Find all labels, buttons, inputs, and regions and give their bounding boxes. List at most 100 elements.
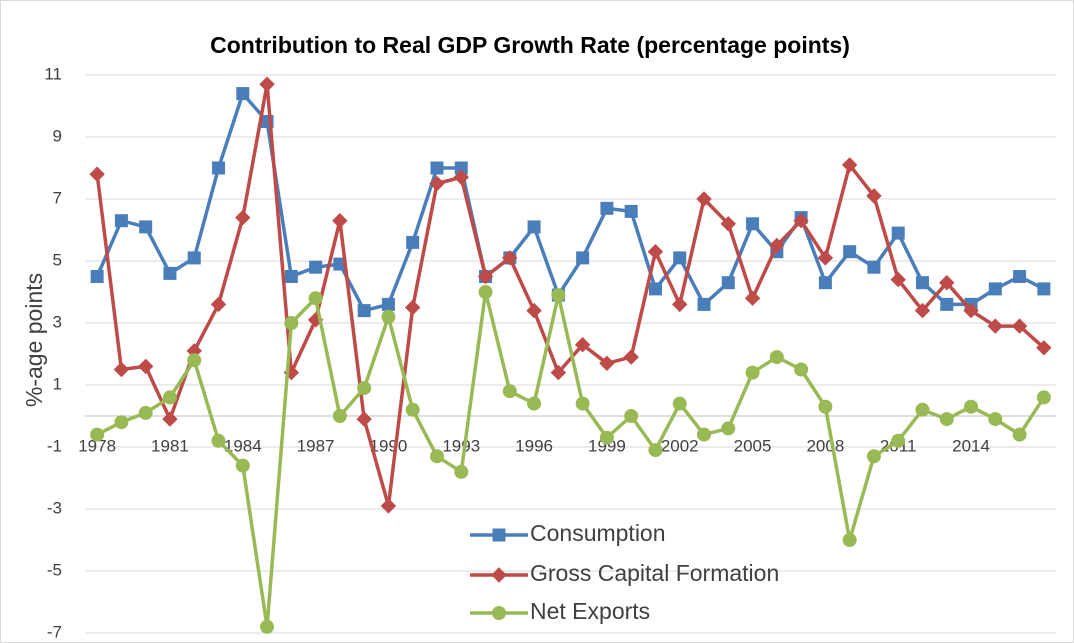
- marker: [1036, 390, 1051, 405]
- marker: [211, 433, 226, 448]
- y-tick-label: 1: [53, 374, 62, 393]
- marker: [647, 243, 664, 260]
- marker: [843, 245, 857, 259]
- marker: [891, 226, 905, 240]
- marker: [113, 361, 130, 378]
- marker: [114, 415, 129, 430]
- x-tick-label: 2014: [952, 436, 990, 455]
- marker: [964, 399, 979, 414]
- marker: [429, 449, 444, 464]
- marker: [1012, 427, 1027, 442]
- marker: [696, 191, 712, 207]
- series: [89, 76, 1052, 514]
- marker: [163, 266, 177, 280]
- marker: [527, 396, 542, 411]
- marker: [381, 309, 396, 324]
- marker: [745, 365, 760, 380]
- marker: [332, 212, 348, 229]
- marker: [162, 411, 178, 427]
- marker: [867, 260, 881, 274]
- marker: [599, 430, 614, 445]
- x-tick-label: 1996: [515, 436, 553, 455]
- marker: [210, 296, 227, 313]
- marker: [939, 274, 955, 291]
- marker: [794, 362, 809, 377]
- marker: [987, 318, 1004, 334]
- marker: [940, 297, 954, 311]
- x-tick-label: 1993: [442, 436, 480, 455]
- marker: [841, 157, 858, 173]
- marker: [891, 433, 906, 448]
- chart-title: Contribution to Real GDP Growth Rate (pe…: [210, 32, 850, 58]
- marker: [866, 188, 882, 204]
- marker: [914, 302, 931, 319]
- marker: [575, 396, 590, 411]
- marker: [744, 290, 761, 306]
- marker: [721, 276, 735, 290]
- y-tick-label: 7: [53, 188, 62, 207]
- marker: [162, 390, 177, 405]
- marker: [720, 216, 736, 232]
- marker: [380, 498, 397, 514]
- legend-label: Net Exports: [530, 598, 650, 624]
- marker: [212, 161, 226, 175]
- marker: [988, 412, 1003, 427]
- marker: [453, 169, 469, 186]
- series-line: [96, 290, 1046, 629]
- marker: [138, 405, 153, 420]
- marker: [842, 533, 857, 547]
- marker: [90, 427, 105, 442]
- marker: [260, 619, 275, 634]
- marker: [478, 285, 493, 299]
- marker: [746, 217, 760, 231]
- marker: [672, 296, 688, 313]
- marker: [90, 270, 104, 283]
- marker: [526, 302, 542, 319]
- marker: [527, 220, 541, 234]
- marker: [915, 276, 929, 290]
- marker: [137, 358, 154, 375]
- marker: [259, 76, 275, 93]
- marker: [648, 443, 663, 458]
- marker: [721, 421, 736, 436]
- marker: [1013, 270, 1027, 283]
- marker: [866, 449, 881, 464]
- legend-label: Consumption: [530, 520, 666, 546]
- marker: [235, 209, 251, 226]
- marker: [697, 427, 712, 442]
- y-tick-label: 5: [53, 250, 62, 269]
- marker: [551, 288, 566, 303]
- y-tick-label: 11: [44, 64, 62, 83]
- marker: [454, 464, 469, 479]
- marker: [890, 271, 906, 288]
- x-tick-label: 1999: [588, 436, 626, 455]
- y-tick-label: 3: [53, 312, 62, 331]
- x-tick-label: 2008: [806, 436, 844, 455]
- legend-marker: [492, 606, 506, 620]
- marker: [818, 399, 833, 414]
- marker: [235, 458, 250, 473]
- marker: [430, 161, 444, 175]
- series-line: [95, 91, 1045, 313]
- marker: [673, 251, 687, 265]
- marker: [502, 250, 518, 266]
- marker: [550, 364, 567, 381]
- legend-marker: [492, 528, 506, 542]
- series: [90, 87, 1051, 318]
- marker: [477, 268, 494, 285]
- marker: [187, 251, 201, 265]
- marker: [332, 409, 347, 423]
- x-tick-label: 2005: [734, 436, 772, 455]
- marker: [793, 212, 809, 229]
- marker: [284, 316, 299, 330]
- marker: [939, 412, 954, 427]
- y-tick-label: -7: [47, 622, 62, 641]
- marker: [429, 175, 445, 192]
- marker: [381, 297, 395, 311]
- marker: [769, 350, 784, 365]
- marker: [697, 297, 711, 311]
- marker: [406, 235, 420, 249]
- marker: [1011, 318, 1028, 334]
- marker: [405, 402, 420, 417]
- y-axis-label: %-age points: [21, 273, 47, 407]
